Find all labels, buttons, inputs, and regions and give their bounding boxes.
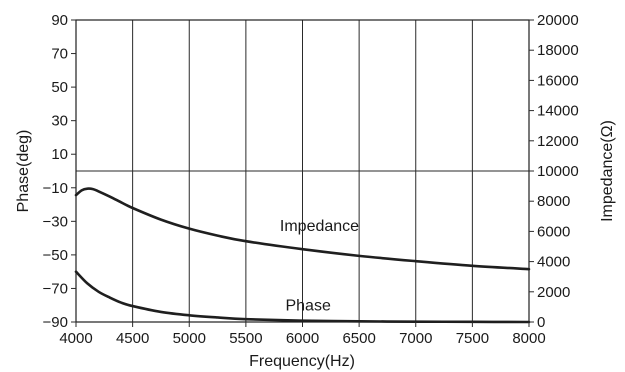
x-tick-label: 4000: [59, 330, 92, 347]
x-tick-label: 5500: [229, 330, 262, 347]
left-tick-label: 70: [51, 46, 68, 63]
right-tick-label: 14000: [537, 103, 579, 120]
series-line-impedance: [74, 187, 531, 271]
left-tick-label: 50: [51, 79, 68, 96]
left-tick-label: 30: [51, 113, 68, 130]
left-tick-label: 10: [51, 146, 68, 163]
left-tick-label: −50: [43, 247, 68, 264]
right-tick-label: 16000: [537, 72, 579, 89]
x-tick-label: 6500: [342, 330, 375, 347]
x-tick-label: 8000: [512, 330, 545, 347]
right-tick-label: 0: [537, 314, 545, 331]
right-tick-label: 6000: [537, 223, 570, 240]
left-tick-label: −90: [43, 314, 68, 331]
right-tick-label: 18000: [537, 42, 579, 59]
annotations: Impedance Phase: [280, 218, 359, 315]
left-tick-label: −10: [43, 180, 68, 197]
annotation-phase: Phase: [285, 298, 330, 315]
annotation-impedance: Impedance: [280, 218, 359, 235]
left-axis-ticks: 90 70 50 30 10 −10 −30 −50 −70 −90: [43, 12, 76, 331]
right-axis-ticks: 2000018000160001400012000100008000600040…: [529, 12, 579, 331]
left-tick-label: −70: [43, 280, 68, 297]
x-axis-title: Frequency(Hz): [249, 353, 355, 370]
grid: [76, 20, 529, 322]
right-tick-label: 10000: [537, 163, 579, 180]
right-axis-title: Impedance(Ω): [599, 120, 616, 222]
right-tick-label: 20000: [537, 12, 579, 29]
x-tick-label: 6000: [286, 330, 319, 347]
x-tick-label: 5000: [173, 330, 206, 347]
left-tick-label: −30: [43, 213, 68, 230]
x-tick-label: 7000: [399, 330, 432, 347]
right-tick-label: 8000: [537, 193, 570, 210]
right-tick-label: 12000: [537, 133, 579, 150]
x-tick-label: 4500: [116, 330, 149, 347]
left-tick-label: 90: [51, 12, 68, 29]
left-axis-title: Phase(deg): [15, 130, 32, 213]
x-axis-ticks: 4000 4500 5000 5500 6000 6500 7000 7500 8000: [59, 322, 546, 347]
right-tick-label: 2000: [537, 284, 570, 301]
right-tick-label: 4000: [537, 254, 570, 271]
x-tick-label: 7500: [456, 330, 489, 347]
